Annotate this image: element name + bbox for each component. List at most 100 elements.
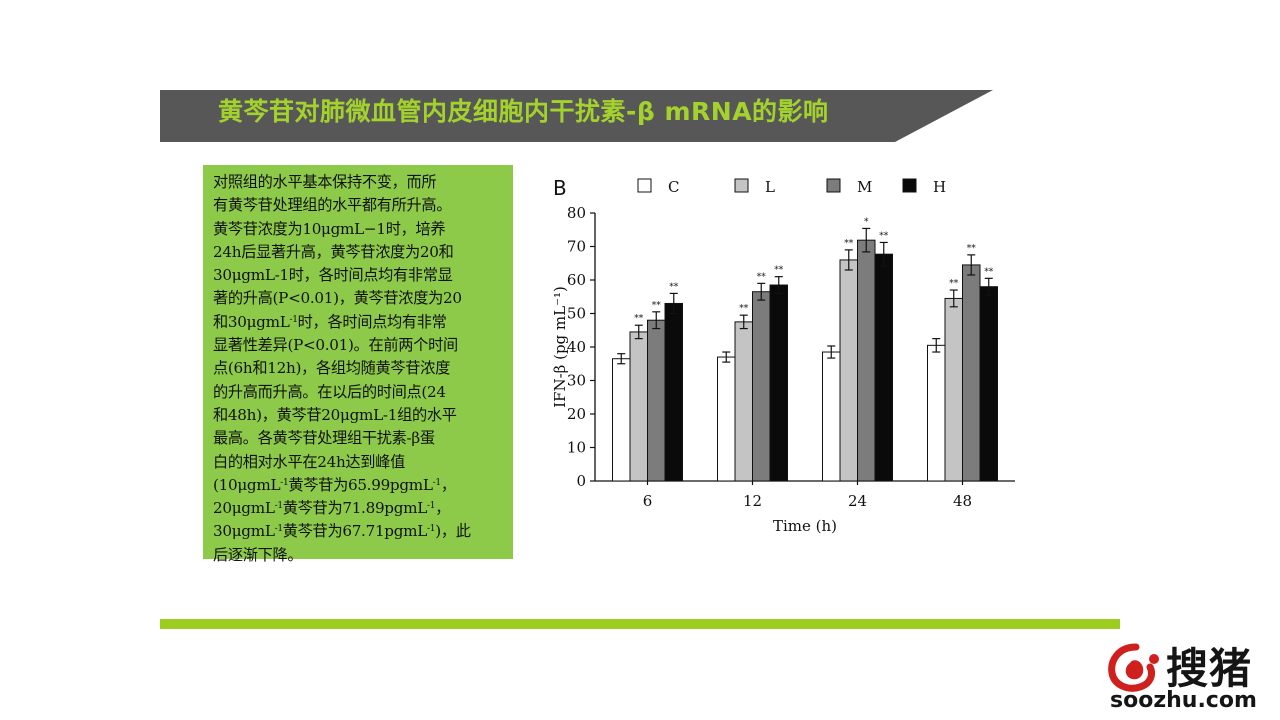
body-text-line: 后逐渐下降。 bbox=[213, 544, 503, 567]
y-tick-label: 10 bbox=[567, 439, 586, 457]
significance-mark: ** bbox=[757, 272, 767, 282]
body-text-line: 和48h)，黄芩苷20μgmL-1组的水平 bbox=[213, 404, 503, 427]
x-tick-label: 48 bbox=[953, 492, 972, 510]
x-tick-label: 24 bbox=[848, 492, 867, 510]
body-text-line: 和30μgmL-1时，各时间点均有非常 bbox=[213, 311, 503, 334]
legend-swatch-c bbox=[637, 178, 652, 193]
significance-mark: ** bbox=[669, 282, 679, 292]
body-text-line: 24h后显著升高，黄芩苷浓度为20和 bbox=[213, 241, 503, 264]
logo-url-text: soozhu.com bbox=[1110, 688, 1257, 713]
bar-c-48 bbox=[927, 344, 946, 482]
y-tick-label: 20 bbox=[567, 405, 586, 423]
text-segment: 24h后显著升高，黄芩苷浓度为20和 bbox=[213, 242, 454, 261]
bar-m-12 bbox=[752, 291, 771, 482]
text-segment: ， bbox=[440, 475, 456, 494]
bar-c-24 bbox=[822, 351, 841, 482]
text-segment: 对照组的水平基本保持不变，而所 bbox=[213, 173, 437, 191]
bar-h-24 bbox=[874, 253, 893, 482]
text-segment: 最高。各黄芩苷处理组干扰素-β蛋 bbox=[213, 429, 435, 448]
body-text-line: 最高。各黄芩苷处理组干扰素-β蛋 bbox=[213, 427, 503, 450]
text-segment: 后逐渐下降。 bbox=[213, 545, 303, 564]
y-tick-label: 60 bbox=[567, 271, 586, 289]
y-tick-label: 50 bbox=[567, 305, 586, 323]
body-text-line: 的升高而升高。在以后的时间点(24 bbox=[213, 381, 503, 404]
chart-svg: 01020304050607080******6******12*****24*… bbox=[551, 176, 1015, 535]
significance-mark: ** bbox=[634, 314, 644, 324]
superscript: -1 bbox=[427, 524, 436, 535]
significance-mark: ** bbox=[652, 301, 662, 311]
bar-m-6 bbox=[647, 319, 666, 482]
text-segment: 和48h)，黄芩苷20μgmL-1组的水平 bbox=[213, 405, 457, 424]
legend-swatch-l bbox=[734, 178, 749, 193]
text-segment: 30μgmL-1时，各时间点均有非常显 bbox=[213, 266, 453, 285]
body-text-line: 点(6h和12h)，各组均随黄芩苷浓度 bbox=[213, 357, 503, 380]
text-segment: 白的相对水平在24h达到峰值 bbox=[213, 452, 405, 471]
superscript: -1 bbox=[274, 524, 283, 535]
text-segment: 30μgmL bbox=[213, 522, 275, 541]
legend-swatch-h bbox=[902, 178, 917, 193]
significance-mark: ** bbox=[949, 279, 959, 289]
superscript: -1 bbox=[274, 501, 283, 512]
legend-swatch-m bbox=[826, 178, 841, 193]
text-segment: 和30μgmL bbox=[213, 312, 290, 331]
body-text-line: 20μgmL-1黄芩苷为71.89pgmL-1， bbox=[213, 497, 503, 520]
significance-mark: ** bbox=[984, 267, 994, 277]
bar-h-48 bbox=[979, 286, 998, 482]
title-bar: 黄芩苷对肺微血管内皮细胞内干扰素-β mRNA的影响 bbox=[160, 90, 995, 142]
bar-l-48 bbox=[944, 297, 963, 482]
body-text-line: (10μgmL-1黄芩苷为65.99pgmL-1， bbox=[213, 474, 503, 497]
ifn-beta-bar-chart: 0 10 20 30 40 50 60 70 80 ** ** ** 6 ** ** ** 12 ** * ** 24 *… bbox=[545, 168, 1025, 543]
text-segment: 黄芩苷为71.89pgmL bbox=[282, 499, 428, 518]
body-text-line: 白的相对水平在24h达到峰值 bbox=[213, 451, 503, 474]
text-segment: 黄芩苷为65.99pgmL bbox=[288, 475, 433, 494]
text-segment: 黄芩苷为67.71pgmL bbox=[282, 522, 428, 541]
description-text-box: 对照组的水平基本保持不变，而所 有黄芩苷处理组的水平都有所升高。 黄芩苷浓度为10μ… bbox=[203, 165, 513, 564]
superscript: -1 bbox=[280, 477, 289, 488]
slide-title: 黄芩苷对肺微血管内皮细胞内干扰素-β mRNA的影响 bbox=[218, 97, 829, 126]
logo-mark-icon bbox=[1108, 643, 1159, 692]
bar-l-6 bbox=[629, 331, 648, 482]
text-segment: )，此 bbox=[435, 522, 471, 541]
title-bar-shape bbox=[160, 90, 993, 142]
superscript: -1 bbox=[289, 314, 298, 325]
legend-label-h: H bbox=[933, 178, 946, 196]
body-text-line: 著的升高(P<0.01)，黄芩苷浓度为20 bbox=[213, 287, 503, 310]
significance-mark: ** bbox=[879, 231, 889, 241]
bottom-rule bbox=[160, 619, 1120, 629]
body-text-line: 显著性差异(P<0.01)。在前两个时间 bbox=[213, 334, 503, 357]
logo-chinese-text: 搜猪 bbox=[1166, 644, 1253, 693]
significance-mark: ** bbox=[967, 244, 977, 254]
body-text-line: 30μgmL-1时，各时间点均有非常显 bbox=[213, 264, 503, 287]
y-tick-label: 40 bbox=[567, 338, 586, 356]
bar-c-6 bbox=[612, 358, 631, 482]
legend-label-c: C bbox=[668, 178, 679, 196]
text-segment: 有黄芩苷处理组的水平都有所升高。 bbox=[213, 196, 452, 215]
text-segment: 黄芩苷浓度为10μgmL−1时，培养 bbox=[213, 219, 446, 238]
bar-h-6 bbox=[664, 302, 683, 482]
legend-label-l: L bbox=[765, 178, 775, 196]
significance-mark: ** bbox=[739, 304, 749, 314]
text-segment: 20μgmL bbox=[213, 499, 275, 518]
y-tick-label: 0 bbox=[576, 472, 586, 490]
bar-c-12 bbox=[717, 356, 736, 482]
bar-m-24 bbox=[857, 239, 876, 482]
bar-h-12 bbox=[769, 284, 788, 482]
superscript: -1 bbox=[432, 477, 441, 488]
significance-mark: * bbox=[864, 217, 869, 227]
x-tick-label: 12 bbox=[743, 492, 762, 510]
text-segment: 显著性差异(P<0.01)。在前两个时间 bbox=[213, 336, 458, 355]
text-segment: 时，各时间点均有非常 bbox=[297, 312, 447, 331]
body-text-line: 有黄芩苷处理组的水平都有所升高。 bbox=[213, 194, 503, 217]
y-tick-label: 30 bbox=[567, 372, 586, 390]
legend-label-m: M bbox=[857, 178, 872, 196]
body-text-line: 30μgmL-1黄芩苷为67.71pgmL-1)，此 bbox=[213, 520, 503, 543]
panel-label: B bbox=[553, 176, 567, 200]
body-text-line: 黄芩苷浓度为10μgmL−1时，培养 bbox=[213, 218, 503, 241]
bar-m-48 bbox=[962, 264, 981, 482]
x-tick-label: 6 bbox=[643, 492, 653, 510]
superscript: -1 bbox=[427, 501, 436, 512]
y-tick-label: 70 bbox=[567, 238, 586, 256]
significance-mark: ** bbox=[844, 239, 854, 249]
y-tick-label: 80 bbox=[567, 204, 586, 222]
text-segment: ， bbox=[435, 499, 451, 518]
